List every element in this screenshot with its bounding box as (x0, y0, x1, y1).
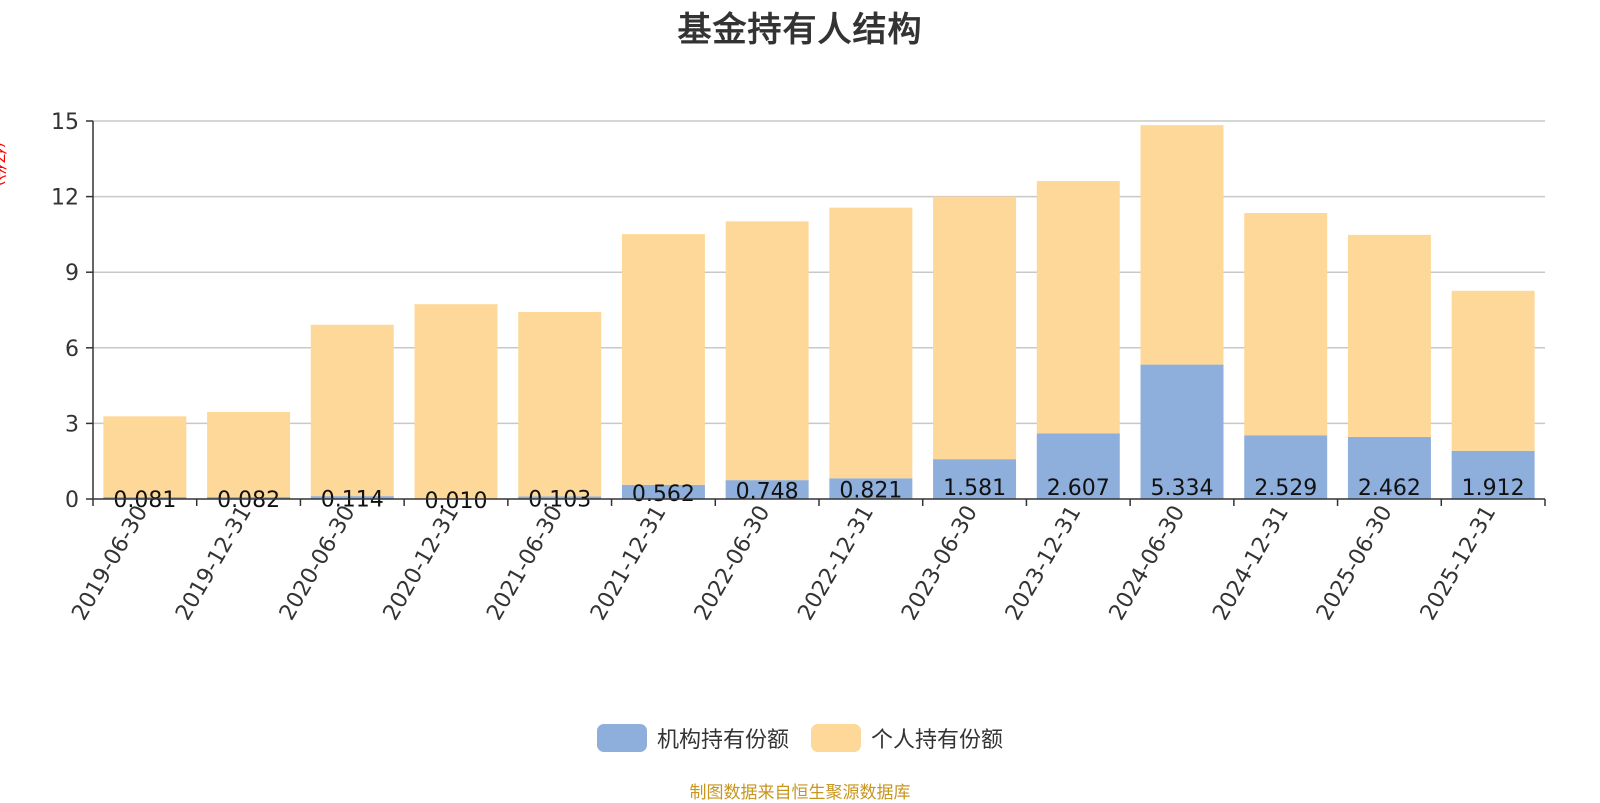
x-tick-label-1: 2019-12-31 (171, 502, 257, 625)
data-label-institutional-11: 2.529 (1254, 476, 1317, 501)
y-tick-label-5: 15 (51, 110, 79, 135)
bars (103, 125, 1534, 499)
x-tick-label-9: 2023-12-31 (1001, 502, 1087, 625)
x-tick-label-6: 2022-06-30 (690, 502, 776, 625)
legend-item-institutional[interactable]: 机构持有份额 (597, 722, 789, 754)
data-label-institutional-9: 2.607 (1047, 476, 1110, 501)
x-tick-label-0: 2019-06-30 (67, 502, 153, 625)
bar-individual-9[interactable] (1037, 181, 1120, 433)
data-label-institutional-13: 1.912 (1462, 476, 1525, 501)
bar-individual-2[interactable] (311, 325, 394, 496)
bar-individual-7[interactable] (829, 208, 912, 479)
bar-individual-8[interactable] (933, 197, 1016, 460)
x-tick-label-4: 2021-06-30 (482, 502, 568, 625)
data-label-institutional-8: 1.581 (943, 476, 1006, 501)
bar-individual-12[interactable] (1348, 235, 1431, 437)
bar-individual-5[interactable] (622, 234, 705, 485)
bar-individual-4[interactable] (518, 312, 601, 496)
x-tick-label-5: 2021-12-31 (586, 502, 672, 625)
legend: 机构持有份额 个人持有份额 (0, 722, 1600, 754)
data-label-institutional-10: 5.334 (1151, 476, 1214, 501)
bar-individual-1[interactable] (207, 412, 290, 497)
legend-swatch-institutional (597, 724, 647, 752)
x-tick-label-11: 2024-12-31 (1208, 502, 1294, 625)
data-label-institutional-12: 2.462 (1358, 476, 1421, 501)
x-tick-label-10: 2024-06-30 (1105, 502, 1191, 625)
bar-individual-11[interactable] (1244, 213, 1327, 435)
data-label-institutional-2: 0.114 (321, 488, 384, 513)
legend-label-institutional: 机构持有份额 (657, 722, 789, 754)
y-tick-label-2: 6 (65, 337, 79, 362)
x-tick-label-3: 2020-12-31 (379, 502, 465, 625)
y-tick-label-3: 9 (65, 261, 79, 286)
x-tick-label-7: 2022-12-31 (793, 502, 879, 625)
x-tick-label-13: 2025-12-31 (1416, 502, 1502, 625)
y-tick-label-4: 12 (51, 186, 79, 211)
data-label-institutional-0: 0.081 (113, 488, 176, 513)
data-label-institutional-6: 0.748 (736, 480, 799, 505)
data-label-institutional-4: 0.103 (528, 488, 591, 513)
source-note: 制图数据来自恒生聚源数据库 (0, 778, 1600, 803)
x-tick-label-12: 2025-06-30 (1312, 502, 1398, 625)
bar-individual-0[interactable] (103, 416, 186, 497)
data-label-institutional-1: 0.082 (217, 488, 280, 513)
data-label-institutional-7: 0.821 (839, 479, 902, 504)
bar-individual-13[interactable] (1452, 291, 1535, 451)
legend-item-individual[interactable]: 个人持有份额 (811, 722, 1003, 754)
legend-label-individual: 个人持有份额 (871, 722, 1003, 754)
x-tick-label-8: 2023-06-30 (897, 502, 983, 625)
y-tick-label-0: 0 (65, 488, 79, 513)
bar-individual-6[interactable] (726, 221, 809, 480)
legend-swatch-individual (811, 724, 861, 752)
data-label-institutional-5: 0.562 (632, 482, 695, 507)
bar-individual-10[interactable] (1141, 125, 1224, 364)
bar-individual-3[interactable] (415, 304, 498, 499)
x-tick-label-2: 2020-06-30 (275, 502, 361, 625)
y-tick-label-1: 3 (65, 412, 79, 437)
